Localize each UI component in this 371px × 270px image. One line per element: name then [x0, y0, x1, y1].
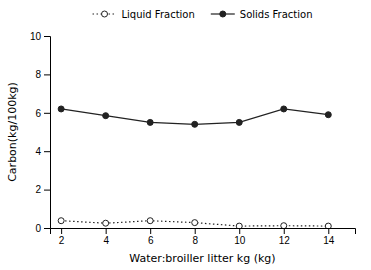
tick-mark [284, 228, 285, 234]
legend-item: Solids Fraction [211, 9, 313, 20]
tick-mark [150, 228, 151, 234]
tick: 2 [59, 228, 65, 246]
tick-mark [44, 190, 50, 191]
legend-label: Solids Fraction [240, 9, 313, 20]
tick-label: 8 [192, 235, 198, 246]
point [325, 223, 331, 228]
point [325, 112, 331, 118]
tick-label: 4 [103, 235, 109, 246]
y-axis-title: Carbon(kg/100kg) [6, 82, 19, 182]
tick: 0 [35, 223, 50, 234]
tick-label: 12 [279, 235, 291, 246]
tick-label: 8 [35, 69, 41, 80]
tick-mark [195, 228, 196, 234]
point [236, 223, 242, 228]
tick-label: 2 [59, 235, 65, 246]
legend-label: Liquid Fraction [122, 9, 195, 20]
tick-mark [328, 228, 329, 234]
point [58, 218, 64, 224]
tick-label: 4 [35, 146, 41, 157]
x-axis: 2 4 6 8 10 12 14 [51, 228, 356, 246]
point [147, 119, 153, 125]
tick-label: 10 [234, 235, 246, 246]
tick: 14 [323, 228, 335, 246]
tick-mark [44, 74, 50, 75]
tick: 2 [35, 184, 50, 195]
tick-mark [239, 228, 240, 234]
tick-label: 10 [30, 31, 42, 42]
point [192, 121, 198, 127]
tick: 10 [30, 31, 50, 42]
legend-marker [102, 11, 108, 17]
x-axis-line [51, 229, 356, 235]
tick-mark [44, 151, 50, 152]
point [147, 218, 153, 224]
tick-mark [44, 113, 50, 114]
tick: 6 [148, 228, 154, 246]
tick-label: 6 [35, 108, 41, 119]
point [236, 119, 242, 125]
point [58, 106, 64, 112]
tick: 12 [279, 228, 291, 246]
marks [58, 106, 331, 228]
tick: 8 [35, 69, 50, 80]
point [281, 106, 287, 112]
chart: 2 4 6 8 10 12 14 0 2 4 6 8 10 Water:broiller litter k… [0, 0, 371, 270]
tick: 6 [35, 108, 50, 119]
tick-label: 0 [35, 223, 41, 234]
tick: 10 [234, 228, 246, 246]
point [192, 220, 198, 226]
x-axis-title: Water:broiller litter kg (kg) [129, 252, 275, 265]
tick-mark [106, 228, 107, 234]
point [103, 113, 109, 119]
point [281, 223, 287, 228]
y-axis-line [44, 37, 51, 229]
tick-mark [61, 228, 62, 234]
legend-item: Liquid Fraction [93, 9, 195, 20]
tick-mark [44, 36, 50, 37]
tick-label: 2 [35, 184, 41, 195]
tick: 4 [35, 146, 50, 157]
plot-area: 2 4 6 8 10 12 14 0 2 4 6 8 10 Water:broiller litter k… [6, 31, 356, 265]
y-axis: 0 2 4 6 8 10 [30, 31, 51, 234]
legend-marker [220, 11, 226, 17]
legend: Liquid Fraction Solids Fraction [93, 9, 313, 20]
tick-mark [44, 228, 50, 229]
tick-label: 14 [323, 235, 335, 246]
tick: 8 [192, 228, 198, 246]
tick: 4 [103, 228, 109, 246]
point [103, 220, 109, 226]
tick-label: 6 [148, 235, 154, 246]
